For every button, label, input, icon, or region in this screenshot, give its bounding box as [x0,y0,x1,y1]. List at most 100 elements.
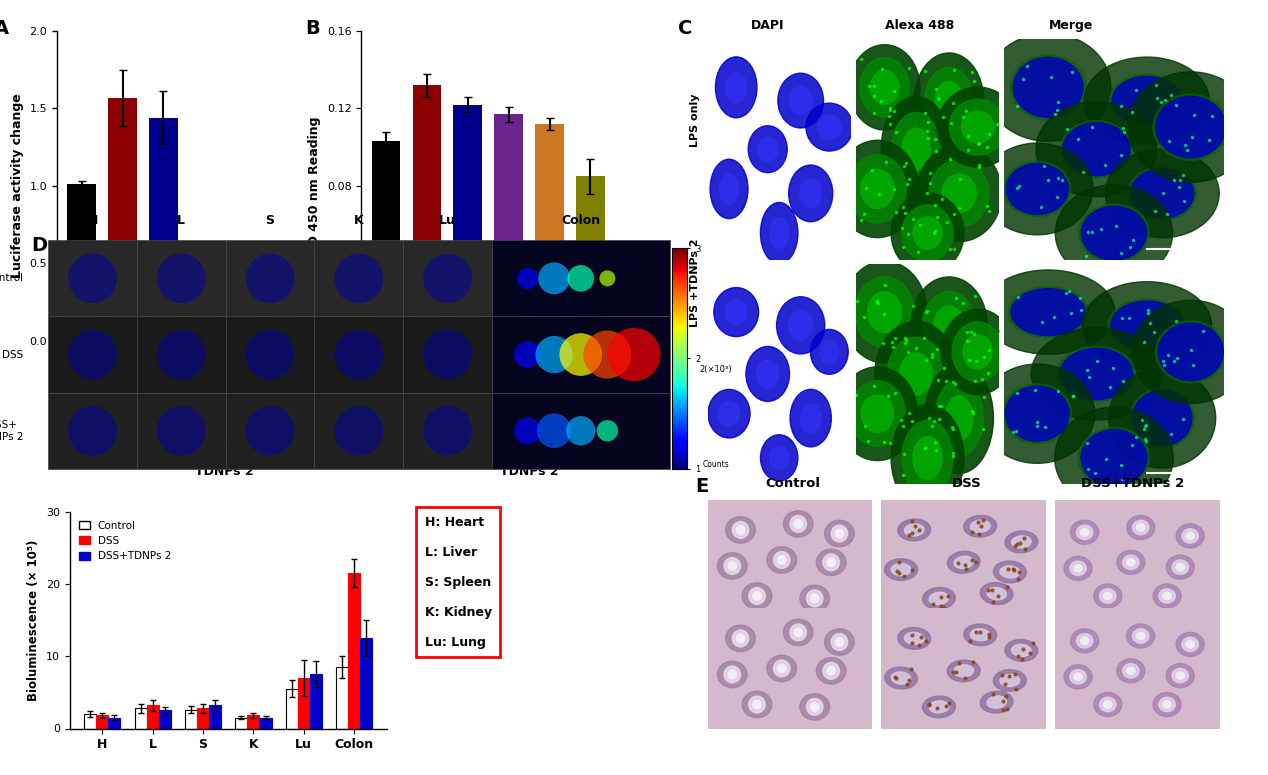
Bar [412,85,441,341]
Bar [108,718,120,728]
Bar [108,98,137,341]
Text: 20: 20 [460,409,476,422]
Text: LPS: LPS [623,366,643,376]
Text: H: Heart

L: Liver

S: Spleen

K: Kidney

Lu: Lung: H: Heart L: Liver S: Spleen K: Kidney Lu… [425,516,492,649]
Ellipse shape [836,638,843,646]
Ellipse shape [753,701,761,708]
Text: C: C [678,19,692,39]
Legend: Control, DSS, DSS+TDNPs 2: Control, DSS, DSS+TDNPs 2 [75,517,175,566]
Y-axis label: OD 450 nm Reading: OD 450 nm Reading [308,116,321,256]
Ellipse shape [515,418,540,444]
Text: 10μm: 10μm [1184,239,1212,249]
Bar [492,240,670,316]
Text: +: + [586,372,596,385]
Ellipse shape [1070,670,1087,684]
Text: LPS: LPS [318,366,339,376]
Ellipse shape [836,140,919,238]
Ellipse shape [970,629,990,641]
Bar [84,714,96,728]
Text: K: K [354,214,364,226]
Ellipse shape [913,217,942,250]
Bar [226,316,314,393]
Text: TDNPs 2: TDNPs 2 [500,465,558,478]
Ellipse shape [837,367,918,460]
Ellipse shape [910,277,988,374]
Ellipse shape [923,587,955,609]
Text: DSS+TDNPs 2: DSS+TDNPs 2 [1080,477,1184,490]
Ellipse shape [718,553,747,579]
Ellipse shape [559,333,602,376]
Bar [147,705,158,728]
Ellipse shape [757,360,779,388]
Ellipse shape [725,72,747,102]
Bar [67,184,96,341]
Ellipse shape [1082,429,1146,486]
Ellipse shape [850,381,905,446]
Ellipse shape [724,557,741,574]
Ellipse shape [748,126,787,173]
Ellipse shape [777,73,823,128]
Ellipse shape [1094,693,1122,716]
Ellipse shape [1060,121,1132,177]
Text: Control: Control [765,477,820,490]
Bar [137,240,226,316]
Ellipse shape [1129,72,1254,182]
Ellipse shape [941,309,1014,394]
Text: +: + [240,372,250,385]
Ellipse shape [719,401,739,425]
Ellipse shape [1079,204,1149,262]
Ellipse shape [832,634,847,650]
Ellipse shape [810,329,848,374]
Ellipse shape [737,525,744,534]
Ellipse shape [929,701,948,713]
Ellipse shape [800,694,829,720]
Bar [314,393,403,469]
Ellipse shape [600,270,615,286]
Ellipse shape [898,628,931,649]
Ellipse shape [1077,634,1093,648]
Ellipse shape [942,174,976,212]
Ellipse shape [1155,321,1226,383]
Bar [285,689,298,728]
Ellipse shape [806,698,823,715]
Ellipse shape [1074,565,1082,572]
Ellipse shape [770,218,789,249]
Text: TDNPs 2: TDNPs 2 [195,465,254,478]
Text: 50: 50 [197,409,212,422]
Ellipse shape [1156,96,1226,158]
Ellipse shape [733,522,748,539]
Bar [360,638,373,728]
Ellipse shape [964,515,997,537]
Ellipse shape [1064,665,1092,689]
Ellipse shape [823,554,839,570]
Ellipse shape [964,624,997,646]
Bar [190,250,218,341]
Text: 200: 200 [579,409,601,422]
Ellipse shape [1013,57,1083,117]
Ellipse shape [891,112,941,186]
Ellipse shape [806,590,823,607]
Ellipse shape [517,267,538,289]
Ellipse shape [68,406,117,456]
Ellipse shape [1012,536,1031,548]
Ellipse shape [800,404,822,432]
Ellipse shape [1182,529,1198,543]
Text: E: E [695,477,708,496]
Text: A: A [0,19,9,38]
Ellipse shape [1077,525,1093,539]
Ellipse shape [1167,555,1194,579]
Text: 20: 20 [156,409,171,422]
Ellipse shape [980,691,1013,713]
Ellipse shape [718,661,747,687]
Ellipse shape [1000,674,1019,687]
Ellipse shape [1074,673,1082,680]
Ellipse shape [817,658,846,684]
Ellipse shape [784,619,813,646]
Ellipse shape [777,664,786,673]
Text: +: + [158,372,169,385]
Ellipse shape [981,270,1115,354]
Ellipse shape [961,111,994,143]
Ellipse shape [753,592,761,600]
Ellipse shape [1063,122,1130,176]
Ellipse shape [1008,287,1088,337]
